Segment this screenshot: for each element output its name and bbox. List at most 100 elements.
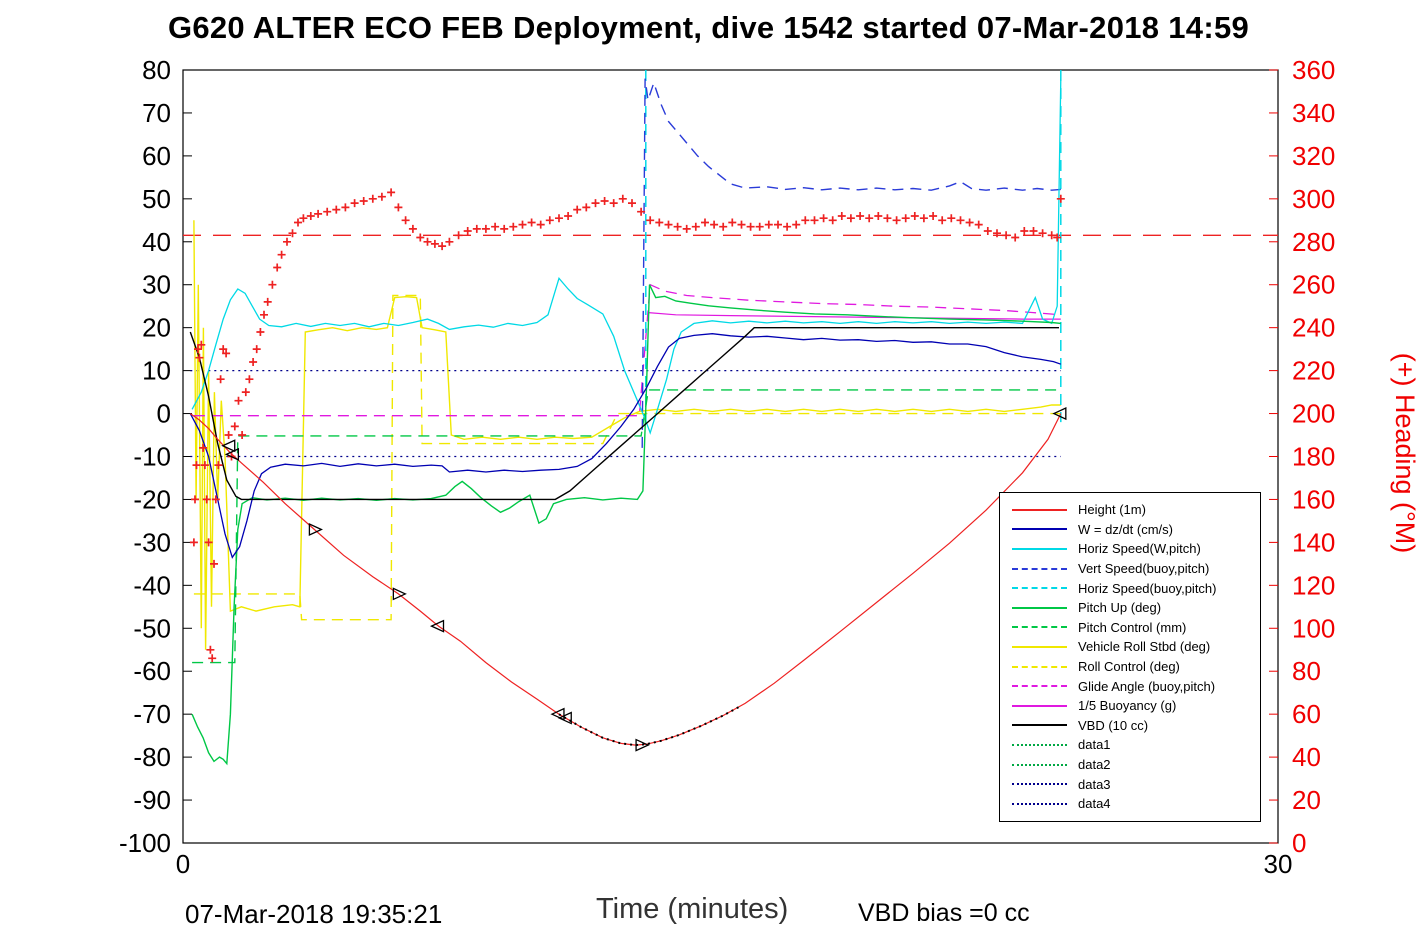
- x-axis-label: Time (minutes): [596, 893, 789, 925]
- left-tick-label: -90: [133, 785, 171, 815]
- left-tick-label: -20: [133, 484, 171, 514]
- legend-item: data2: [1012, 755, 1256, 775]
- left-tick-label: 70: [142, 98, 171, 128]
- left-tick-label: -30: [133, 527, 171, 557]
- right-tick-label: 260: [1292, 270, 1335, 300]
- right-tick-label: 140: [1292, 527, 1335, 557]
- x-tick-label: 0: [176, 849, 190, 879]
- series-w_dzdt: [189, 333, 1062, 559]
- series-pitch_control: [192, 389, 1061, 664]
- legend-item: W = dz/dt (cm/s): [1012, 520, 1256, 540]
- right-tick-label: 300: [1292, 184, 1335, 214]
- right-tick-label: 200: [1292, 399, 1335, 429]
- legend-line-sample: [1012, 802, 1067, 805]
- vbd-bias-label: VBD bias =0 cc: [858, 899, 1030, 927]
- right-tick-label: 60: [1292, 699, 1321, 729]
- legend-line-sample: [1012, 587, 1067, 590]
- right-tick-label: 360: [1292, 55, 1335, 85]
- legend-label: Pitch Control (mm): [1078, 619, 1187, 635]
- legend-item: VBD (10 cc): [1012, 716, 1256, 736]
- legend-item: Vehicle Roll Stbd (deg): [1012, 637, 1256, 657]
- series-roll_control: [193, 294, 1061, 621]
- legend-item: Pitch Up (deg): [1012, 598, 1256, 618]
- left-tick-label: -40: [133, 570, 171, 600]
- legend-line-sample: [1012, 606, 1067, 609]
- series-glide_angle: [193, 283, 1061, 417]
- marker-triangle-left: [550, 707, 565, 721]
- legend-line-sample: [1012, 724, 1067, 727]
- left-tick-label: -80: [133, 742, 171, 772]
- legend-line-sample: [1012, 626, 1067, 629]
- legend-item: data1: [1012, 735, 1256, 755]
- left-tick-label: -50: [133, 613, 171, 643]
- left-tick-label: 50: [142, 184, 171, 214]
- left-tick-label: 20: [142, 313, 171, 343]
- legend-label: Pitch Up (deg): [1078, 600, 1162, 616]
- legend-label: Vehicle Roll Stbd (deg): [1078, 639, 1211, 655]
- legend-label: data1: [1078, 737, 1111, 753]
- chart-legend: Height (1m) W = dz/dt (cm/s) Horiz Speed(W…: [999, 492, 1261, 822]
- marker-triangle-right: [635, 738, 650, 752]
- right-tick-label: 0: [1292, 828, 1306, 858]
- right-tick-label: 340: [1292, 98, 1335, 128]
- series-horiz_speed_wp: [191, 78, 1062, 435]
- legend-line-sample: [1012, 665, 1067, 668]
- legend-item: data3: [1012, 774, 1256, 794]
- right-tick-label: 280: [1292, 227, 1335, 257]
- legend-label: data4: [1078, 796, 1111, 812]
- left-tick-label: 80: [142, 55, 171, 85]
- legend-line-sample: [1012, 783, 1067, 786]
- start-timestamp-label: 07-Mar-2018 19:35:21: [185, 899, 443, 929]
- legend-label: Horiz Speed(W,pitch): [1078, 541, 1201, 557]
- legend-line-sample: [1012, 763, 1067, 766]
- left-tick-label: 0: [157, 399, 171, 429]
- legend-label: W = dz/dt (cm/s): [1078, 521, 1173, 537]
- legend-item: Roll Control (deg): [1012, 657, 1256, 677]
- left-tick-label: -100: [119, 828, 171, 858]
- legend-label: Roll Control (deg): [1078, 659, 1180, 675]
- left-tick-label: 60: [142, 141, 171, 171]
- marker-triangle-left: [557, 711, 572, 725]
- left-tick-label: -60: [133, 656, 171, 686]
- legend-line-sample: [1012, 743, 1067, 746]
- legend-line-sample: [1012, 508, 1067, 511]
- legend-item: Horiz Speed(W,pitch): [1012, 539, 1256, 559]
- legend-item: Horiz Speed(buoy,pitch): [1012, 578, 1256, 598]
- legend-label: Height (1m): [1078, 502, 1146, 518]
- legend-label: 1/5 Buoyancy (g): [1078, 698, 1177, 714]
- left-tick-label: 10: [142, 356, 171, 386]
- series-vehicle_roll: [193, 220, 1061, 650]
- series-apogee_track: [558, 704, 742, 747]
- legend-item: 1/5 Buoyancy (g): [1012, 696, 1256, 716]
- marker-triangle-left: [221, 439, 236, 453]
- legend-label: Vert Speed(buoy,pitch): [1078, 561, 1210, 577]
- legend-label: Horiz Speed(buoy,pitch): [1078, 580, 1217, 596]
- legend-item: Height (1m): [1012, 500, 1256, 520]
- right-tick-label: 40: [1292, 742, 1321, 772]
- legend-label: data3: [1078, 776, 1111, 792]
- series-vbd: [189, 327, 1059, 501]
- right-tick-label: 20: [1292, 785, 1321, 815]
- legend-label: Glide Angle (buoy,pitch): [1078, 678, 1216, 694]
- chart-title: G620 ALTER ECO FEB Deployment, dive 1542…: [167, 10, 1250, 45]
- right-tick-label: 180: [1292, 442, 1335, 472]
- right-axis-label: (+) Heading (°M): [1390, 353, 1417, 554]
- left-tick-label: -10: [133, 442, 171, 472]
- right-tick-label: 220: [1292, 356, 1335, 386]
- left-tick-label: 30: [142, 270, 171, 300]
- right-tick-label: 160: [1292, 484, 1335, 514]
- legend-item: Vert Speed(buoy,pitch): [1012, 559, 1256, 579]
- left-tick-label: 40: [142, 227, 171, 257]
- legend-item: Glide Angle (buoy,pitch): [1012, 676, 1256, 696]
- legend-line-sample: [1012, 567, 1067, 570]
- marker-triangle-right: [392, 587, 407, 601]
- marker-triangle-left: [1052, 407, 1067, 421]
- marker-triangle-left: [224, 447, 240, 461]
- legend-label: data2: [1078, 757, 1111, 773]
- legend-line-sample: [1012, 547, 1067, 550]
- right-tick-label: 240: [1292, 313, 1335, 343]
- left-tick-label: -70: [133, 699, 171, 729]
- right-tick-label: 100: [1292, 613, 1335, 643]
- right-tick-label: 80: [1292, 656, 1321, 686]
